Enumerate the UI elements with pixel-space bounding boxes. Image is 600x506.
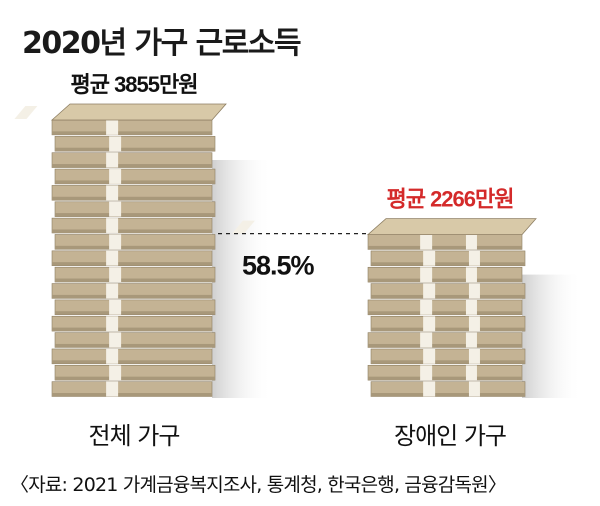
stack-shadow (212, 160, 272, 398)
paper-band (106, 348, 119, 364)
paper-band (420, 234, 433, 250)
chart-canvas: 58.5% 평균 3855만원 평균 2266만원 전체 가구 장애인 가구 (14, 72, 582, 450)
bill-layer-edge (55, 311, 215, 315)
stack-top (366, 218, 537, 235)
paper-band (423, 316, 436, 332)
paper-band (465, 267, 477, 283)
bill-layer-edge (52, 164, 212, 168)
paper-band (420, 365, 433, 381)
stack-shadow (522, 274, 582, 398)
bill-layer-edge (55, 213, 215, 217)
source-note: 〈자료: 2021 가계금융복지조사, 통계청, 한국은행, 금융감독원〉 (10, 474, 507, 496)
paper-band (109, 299, 122, 315)
bill-layer-edge (52, 360, 212, 364)
value-label-disabled: 평균 2266만원 (386, 187, 513, 212)
bill-layer-edge (55, 376, 215, 381)
paper-band (109, 365, 122, 381)
paper-band (465, 234, 477, 250)
paper-band (106, 152, 119, 168)
paper-band (109, 136, 122, 152)
paper-band (109, 234, 122, 250)
paper-band (465, 332, 477, 348)
bill-layer-edge (52, 294, 212, 299)
bill-layer-edge (368, 245, 522, 250)
paper-band (109, 169, 122, 184)
paper-band (106, 381, 119, 397)
top-band (14, 106, 38, 119)
bill-layer-edge (368, 278, 522, 283)
paper-band (468, 348, 480, 364)
bill-layer-edge (371, 327, 525, 332)
bar-money-stack-0 (14, 103, 272, 398)
bill-layer-edge (55, 245, 215, 250)
paper-band (106, 120, 119, 135)
bill-layer-edge (55, 147, 215, 152)
paper-band (420, 332, 433, 348)
bill-layer-edge (55, 278, 215, 283)
bill-layer-edge (371, 393, 525, 397)
bill-layer-edge (52, 327, 212, 332)
paper-band (106, 316, 119, 332)
paper-band (420, 299, 433, 315)
bill-layer-edge (55, 180, 215, 184)
value-label-total: 평균 3855만원 (70, 72, 197, 97)
bill-layer-edge (368, 376, 522, 381)
bill-layer-edge (368, 343, 522, 348)
bill-layer-edge (55, 343, 215, 348)
paper-band (423, 250, 436, 266)
paper-band (465, 365, 477, 381)
ratio-label: 58.5% (242, 251, 315, 281)
paper-band (420, 267, 433, 283)
bill-layer-edge (371, 262, 525, 266)
bar-money-stack-1 (232, 218, 582, 398)
paper-band (468, 381, 480, 397)
paper-band (423, 348, 436, 364)
paper-band (106, 218, 119, 233)
paper-band (468, 283, 480, 299)
category-label-total: 전체 가구 (89, 422, 180, 450)
bill-layer-edge (368, 311, 522, 315)
category-label-disabled: 장애인 가구 (394, 422, 506, 450)
chart-title: 2020년 가구 근로소득 (22, 26, 302, 61)
paper-band (423, 283, 436, 299)
top-band (232, 220, 255, 234)
paper-band (106, 250, 119, 266)
bill-layer-edge (52, 131, 212, 135)
bill-layer-edge (52, 393, 212, 397)
bill-layer-edge (371, 360, 525, 364)
bill-layer-edge (52, 262, 212, 266)
paper-band (468, 316, 480, 332)
paper-band (468, 250, 480, 266)
paper-band (465, 299, 477, 315)
bill-layer-edge (52, 196, 212, 201)
paper-band (423, 381, 436, 397)
bill-layer-edge (52, 229, 212, 233)
paper-band (109, 332, 122, 348)
paper-band (106, 185, 119, 201)
paper-band (109, 201, 122, 217)
paper-band (109, 267, 122, 283)
paper-band (106, 283, 119, 299)
stack-top (50, 103, 227, 121)
bill-layer-edge (371, 294, 525, 299)
